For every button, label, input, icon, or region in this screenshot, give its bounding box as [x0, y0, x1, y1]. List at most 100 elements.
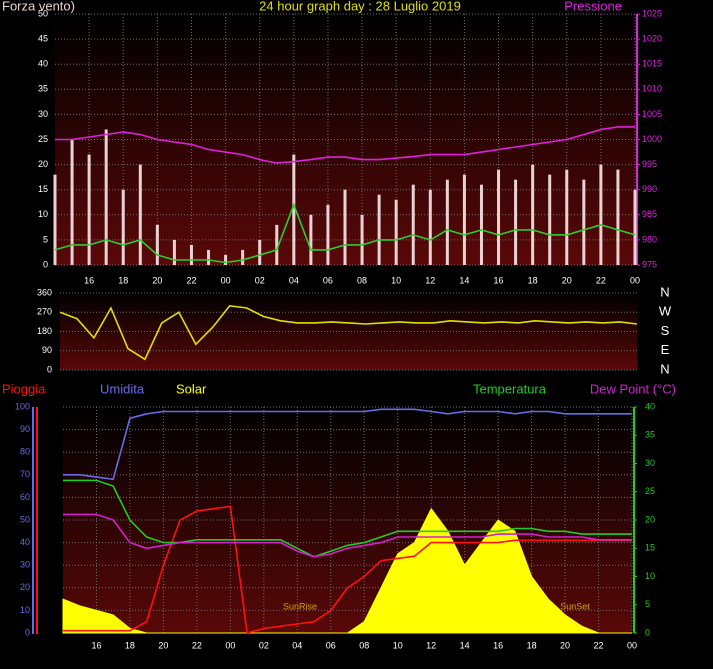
y-tick-label: 30 — [20, 560, 30, 570]
y2-tick-label: 995 — [642, 159, 657, 169]
wind-bar — [445, 179, 449, 265]
x-tick-label: 06 — [326, 640, 336, 650]
series-line — [63, 505, 632, 635]
y-tick-label: 90 — [20, 424, 30, 434]
x-tick-label: 16 — [84, 275, 94, 285]
y-tick-label: 40 — [20, 537, 30, 547]
x-tick-label: 12 — [425, 275, 435, 285]
y2-tick-label: 980 — [642, 234, 657, 244]
x-tick-label: 10 — [391, 275, 401, 285]
x-tick-label: 14 — [460, 640, 470, 650]
y-tick-label: 30 — [38, 109, 48, 119]
x-tick-label: 02 — [255, 275, 265, 285]
legend-label: Pressione — [564, 0, 622, 13]
y2-tick-label: 15 — [645, 543, 655, 553]
y-tick-label: 60 — [20, 492, 30, 502]
y2-tick-label: 5 — [645, 599, 650, 609]
y-tick-label: 360 — [37, 287, 52, 297]
x-tick-label: 18 — [118, 275, 128, 285]
series-line — [55, 126, 635, 164]
x-tick-label: 08 — [359, 640, 369, 650]
compass-label: N — [660, 284, 669, 299]
wind-bar — [189, 244, 193, 265]
x-tick-label: 12 — [426, 640, 436, 650]
y-tick-label: 80 — [20, 447, 30, 457]
y-tick-label: 70 — [20, 469, 30, 479]
wind-bar — [531, 164, 535, 265]
x-tick-label: 04 — [292, 640, 302, 650]
y-tick-label: 10 — [20, 605, 30, 615]
series-line — [59, 304, 638, 361]
solar-area — [62, 507, 632, 634]
wind-bar — [411, 184, 415, 265]
legend-label: Umidita — [100, 381, 145, 396]
wind-bar — [633, 189, 637, 265]
x-tick-label: 22 — [192, 640, 202, 650]
wind-bar — [53, 174, 57, 265]
y-tick-label: 90 — [42, 345, 52, 355]
wind-bar — [599, 164, 603, 265]
x-tick-label: 06 — [323, 275, 333, 285]
y2-tick-label: 1005 — [642, 109, 662, 119]
x-tick-label: 16 — [91, 640, 101, 650]
x-tick-label: 22 — [594, 640, 604, 650]
y-tick-label: 50 — [20, 514, 30, 524]
y2-tick-label: 1025 — [642, 8, 662, 18]
y-tick-label: 5 — [43, 234, 48, 244]
wind-bar — [497, 169, 501, 265]
y-tick-label: 35 — [38, 84, 48, 94]
x-tick-label: 18 — [528, 275, 538, 285]
x-tick-label: 20 — [560, 640, 570, 650]
x-tick-label: 20 — [158, 640, 168, 650]
y-tick-label: 0 — [47, 364, 52, 374]
y2-tick-label: 0 — [645, 627, 650, 637]
series-line — [63, 479, 632, 558]
x-tick-label: 18 — [527, 640, 537, 650]
y2-tick-label: 30 — [645, 458, 655, 468]
wind-bar — [172, 239, 176, 265]
wind-bar — [428, 189, 432, 265]
x-tick-label: 04 — [289, 275, 299, 285]
x-tick-label: 10 — [393, 640, 403, 650]
wind-bar — [155, 224, 159, 265]
y-tick-label: 40 — [38, 59, 48, 69]
x-tick-label: 08 — [357, 275, 367, 285]
y2-tick-label: 10 — [645, 571, 655, 581]
annotation: SunRise — [283, 601, 317, 611]
wind-bar — [377, 194, 381, 265]
chart-title: 24 hour graph day : 28 Luglio 2019 — [259, 0, 461, 13]
legend-label: Temperatura — [473, 381, 547, 396]
y2-tick-label: 975 — [642, 259, 657, 269]
wind-bar — [326, 204, 330, 265]
y2-tick-label: 985 — [642, 209, 657, 219]
x-tick-label: 00 — [627, 640, 637, 650]
x-tick-label: 16 — [494, 275, 504, 285]
wind-bar — [343, 189, 347, 265]
wind-bar — [104, 129, 108, 265]
x-tick-label: 02 — [259, 640, 269, 650]
x-tick-label: 16 — [493, 640, 503, 650]
wind-bar — [207, 249, 211, 265]
annotation: SunSet — [560, 601, 590, 611]
wind-bar — [360, 214, 364, 265]
wind-bar — [582, 179, 586, 265]
y-tick-label: 25 — [38, 134, 48, 144]
wind-bar — [275, 224, 279, 265]
wind-bar — [514, 179, 518, 265]
y2-tick-label: 20 — [645, 514, 655, 524]
x-tick-label: 22 — [596, 275, 606, 285]
legend-label: Solar — [176, 381, 207, 396]
y2-tick-label: 35 — [645, 430, 655, 440]
y-tick-label: 0 — [43, 259, 48, 269]
x-tick-label: 14 — [459, 275, 469, 285]
x-tick-label: 00 — [225, 640, 235, 650]
compass-label: S — [661, 323, 670, 338]
y2-tick-label: 1015 — [642, 59, 662, 69]
compass-label: N — [660, 361, 669, 376]
y-tick-label: 270 — [37, 307, 52, 317]
compass-label: E — [661, 342, 670, 357]
y-tick-label: 100 — [15, 401, 30, 411]
y-tick-label: 180 — [37, 326, 52, 336]
